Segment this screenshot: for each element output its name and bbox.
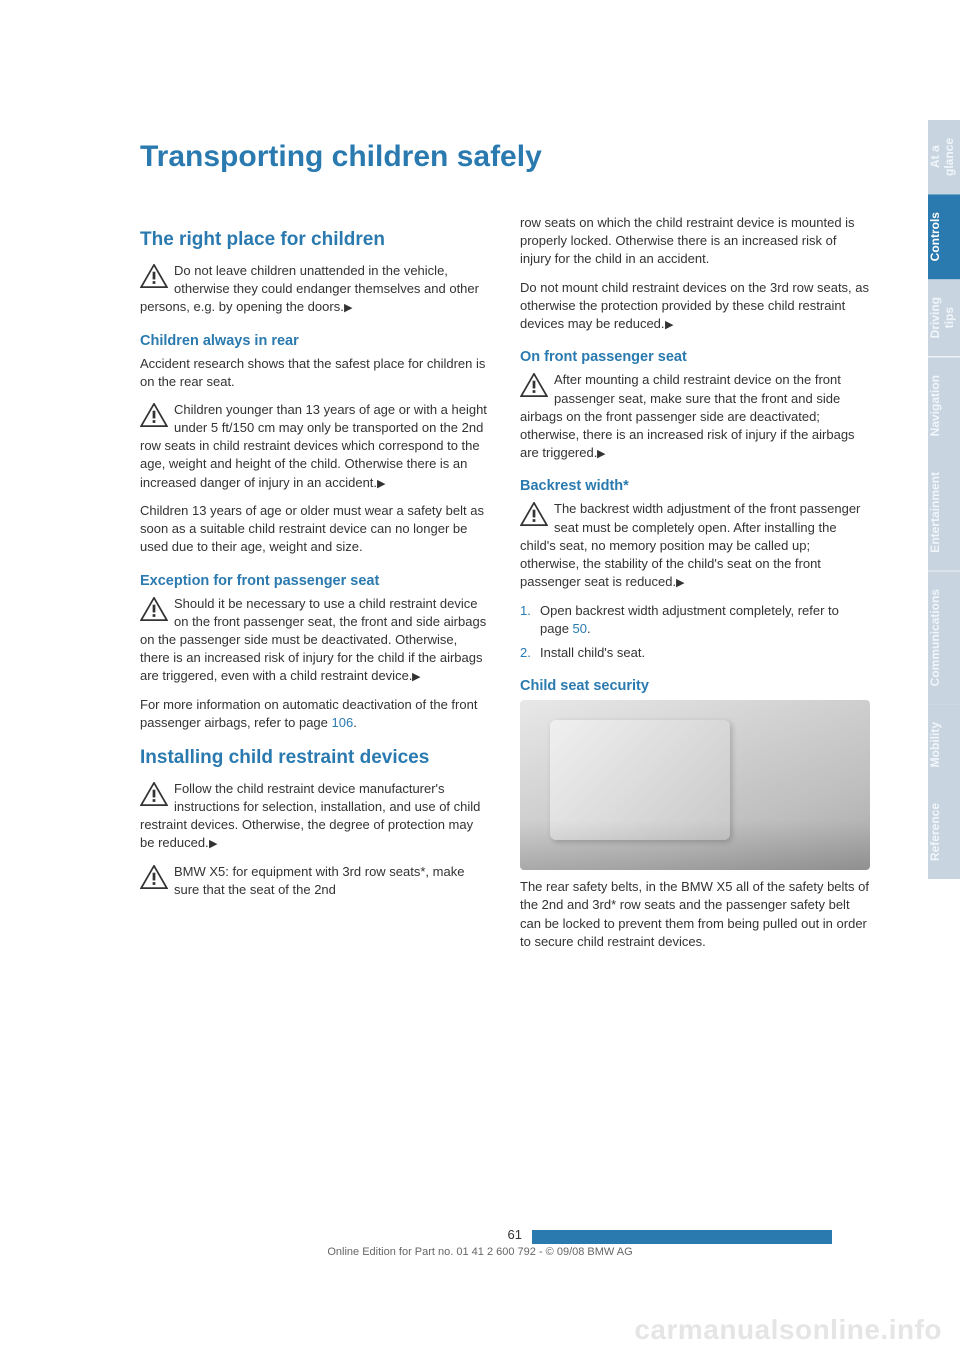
warning-follow-manufacturer: Follow the child restraint device manufa… — [140, 780, 490, 853]
tab-driving-tips[interactable]: Driving tips — [928, 279, 960, 356]
end-mark: ◀ — [676, 576, 684, 591]
section-heading-right-place: The right place for children — [140, 228, 490, 252]
figure-rear-seat — [520, 700, 870, 870]
para-row-seats-cont: row seats on which the child restraint d… — [520, 214, 870, 269]
end-mark: ◀ — [665, 318, 673, 333]
footer-bar — [532, 1230, 832, 1244]
warning-icon — [520, 373, 548, 397]
warning-text: Should it be necessary to use a child re… — [140, 596, 486, 684]
para-more-info: For more information on automatic deacti… — [140, 696, 490, 732]
tab-communications[interactable]: Communications — [928, 571, 960, 704]
end-mark: ◀ — [344, 301, 352, 316]
subheading-on-front-passenger: On front passenger seat — [520, 349, 870, 365]
left-column: The right place for children Do not leav… — [140, 214, 490, 961]
subheading-exception-front: Exception for front passenger seat — [140, 573, 490, 589]
tab-navigation[interactable]: Navigation — [928, 357, 960, 454]
warning-text: BMW X5: for equipment with 3rd row seats… — [174, 864, 464, 897]
end-mark: ◀ — [412, 670, 420, 685]
warning-after-mounting: After mounting a child restraint device … — [520, 371, 870, 462]
watermark: carmanualsonline.info — [634, 1314, 942, 1346]
warning-backrest-width: The backrest width adjustment of the fro… — [520, 500, 870, 591]
text: Do not mount child restraint devices on … — [520, 280, 869, 331]
page-number: 61 — [508, 1227, 522, 1242]
side-tabs: At a glanceControlsDriving tipsNavigatio… — [928, 120, 960, 879]
warning-text: Children younger than 13 years of age or… — [140, 402, 487, 490]
subheading-children-rear: Children always in rear — [140, 333, 490, 349]
step-number: 2. — [520, 644, 540, 662]
warning-icon — [140, 597, 168, 621]
warning-unattended: Do not leave children unattended in the … — [140, 262, 490, 317]
section-heading-installing: Installing child restraint devices — [140, 746, 490, 770]
end-mark: ◀ — [597, 447, 605, 462]
warning-text: The backrest width adjustment of the fro… — [520, 501, 860, 589]
tab-reference[interactable]: Reference — [928, 785, 960, 879]
tab-controls[interactable]: Controls — [928, 194, 960, 279]
warning-icon — [140, 264, 168, 288]
tab-entertainment[interactable]: Entertainment — [928, 454, 960, 571]
warning-icon — [140, 865, 168, 889]
warning-text: Follow the child restraint device manufa… — [140, 781, 480, 851]
warning-under-13: Children younger than 13 years of age or… — [140, 401, 490, 492]
warning-icon — [140, 782, 168, 806]
step-text: Open backrest width adjustment completel… — [540, 602, 870, 638]
text: For more information on automatic deacti… — [140, 697, 477, 730]
step-number: 1. — [520, 602, 540, 638]
warning-bmw-x5-3rd-row: BMW X5: for equipment with 3rd row seats… — [140, 863, 490, 899]
page-footer: 61 Online Edition for Part no. 01 41 2 6… — [0, 1226, 960, 1258]
para-accident-research: Accident research shows that the safest … — [140, 355, 490, 391]
para-no-3rd-row: Do not mount child restraint devices on … — [520, 279, 870, 334]
para-13-or-older: Children 13 years of age or older must w… — [140, 502, 490, 557]
step-text: Install child's seat. — [540, 644, 645, 662]
content-columns: The right place for children Do not leav… — [140, 214, 870, 961]
warning-icon — [520, 502, 548, 526]
tab-mobility[interactable]: Mobility — [928, 704, 960, 785]
warning-text: After mounting a child restraint device … — [520, 372, 855, 460]
warning-icon — [140, 403, 168, 427]
page-link-50[interactable]: 50 — [573, 621, 587, 636]
subheading-backrest-width: Backrest width* — [520, 478, 870, 494]
page-title: Transporting children safely — [140, 140, 870, 174]
warning-front-seat: Should it be necessary to use a child re… — [140, 595, 490, 686]
steps-list: 1. Open backrest width adjustment comple… — [520, 602, 870, 663]
warning-text: Do not leave children unattended in the … — [140, 263, 479, 314]
page-link-106[interactable]: 106 — [332, 715, 354, 730]
footer-edition-line: Online Edition for Part no. 01 41 2 600 … — [0, 1246, 960, 1258]
end-mark: ◀ — [209, 837, 217, 852]
tab-at-a-glance[interactable]: At a glance — [928, 120, 960, 194]
right-column: row seats on which the child restraint d… — [520, 214, 870, 961]
end-mark: ◀ — [377, 477, 385, 492]
step-1: 1. Open backrest width adjustment comple… — [520, 602, 870, 638]
para-rear-safety-belts: The rear safety belts, in the BMW X5 all… — [520, 878, 870, 951]
step-2: 2. Install child's seat. — [520, 644, 870, 662]
subheading-child-seat-security: Child seat security — [520, 678, 870, 694]
